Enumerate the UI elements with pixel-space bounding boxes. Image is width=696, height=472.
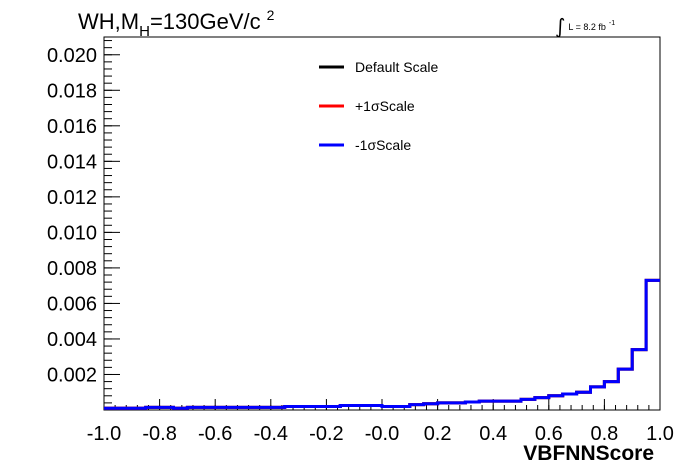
lumi-label: ∫ L = 8.2 fb -1 (555, 14, 615, 38)
x-axis: -1.0 -0.8 -0.6 -0.4 -0.2 -0.0 0.2 0.4 0.6 0.8 1.0 (87, 399, 674, 445)
y-tick-label: 0.014 (47, 151, 97, 173)
integral-symbol: ∫ (555, 14, 565, 38)
title-subscript: H (139, 23, 150, 40)
y-tick-label: 0.004 (47, 329, 97, 351)
y-tick-label: 0.016 (47, 116, 97, 138)
series-line-0 (104, 278, 660, 410)
y-tick-label: 0.010 (47, 222, 97, 244)
legend-label-1: +1σScale (355, 98, 415, 114)
x-tick-label: 0.4 (479, 423, 507, 445)
legend-label-0: Default Scale (355, 59, 438, 75)
x-tick-label: -0.4 (254, 423, 288, 445)
title-superscript: 2 (267, 7, 275, 23)
series-line-2 (104, 278, 660, 410)
series-line-1 (104, 278, 660, 410)
y-tick-label: 0.012 (47, 187, 97, 209)
legend-label-2: -1σScale (355, 137, 411, 153)
lumi-superscript: -1 (609, 20, 615, 27)
x-axis-label: VBFNNScore (523, 442, 654, 465)
y-tick-label: 0.002 (47, 364, 97, 386)
title-main: WH,M (78, 9, 139, 34)
x-tick-label: -0.0 (365, 423, 399, 445)
y-tick-label: 0.018 (47, 80, 97, 102)
y-tick-label: 0.020 (47, 45, 97, 67)
x-tick-label: -0.6 (198, 423, 232, 445)
legend: Default Scale +1σScale -1σScale (319, 59, 438, 153)
plot-frame (103, 36, 661, 411)
title-rest: =130GeV/c (150, 9, 261, 34)
x-tick-label: -0.8 (142, 423, 176, 445)
series-layer (104, 278, 660, 410)
x-tick-label: 1.0 (646, 423, 674, 445)
y-axis: 0.002 0.004 0.006 0.008 0.010 0.012 0.014 0.016… (47, 40, 120, 404)
x-tick-label: 0.2 (424, 423, 452, 445)
y-tick-label: 0.008 (47, 258, 97, 280)
y-tick-label: 0.006 (47, 293, 97, 315)
x-tick-label: -0.2 (309, 423, 343, 445)
x-tick-label: 0.8 (590, 423, 618, 445)
lumi-text: L = 8.2 fb (568, 22, 605, 32)
x-tick-label: -1.0 (87, 423, 121, 445)
chart-title: WH,MH=130GeV/c 2 (78, 7, 275, 40)
x-tick-label: 0.6 (535, 423, 563, 445)
